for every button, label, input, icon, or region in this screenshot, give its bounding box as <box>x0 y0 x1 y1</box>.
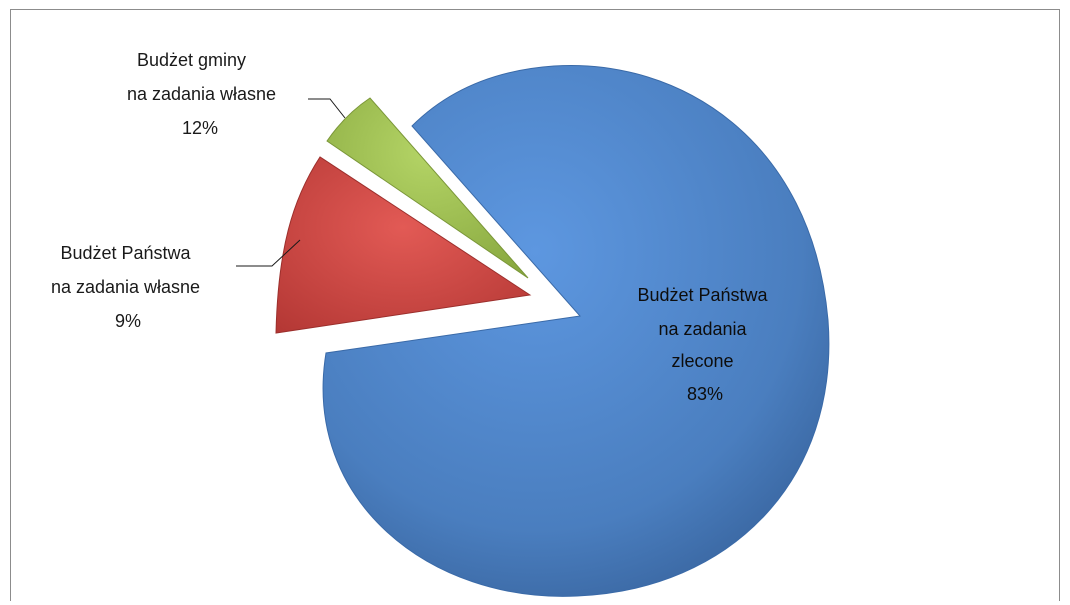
slice-label-gminy: Budżet gminy na zadania własne 12% <box>127 50 281 138</box>
value-label-zlecone: 83% <box>687 384 723 404</box>
label-line: Budżet gminy <box>137 50 246 70</box>
label-line: zlecone <box>671 351 733 371</box>
value-label-wlasne-panstwa: 9% <box>115 311 141 331</box>
value-label-gminy: 12% <box>182 118 218 138</box>
leader-line-gminy <box>308 99 345 118</box>
label-line: Budżet Państwa <box>60 243 191 263</box>
label-line: Budżet Państwa <box>637 285 768 305</box>
slice-label-wlasne-panstwa: Budżet Państwa na zadania własne 9% <box>51 243 205 331</box>
label-line: na zadania własne <box>127 84 276 104</box>
label-line: na zadania własne <box>51 277 200 297</box>
label-line: na zadania <box>658 319 747 339</box>
